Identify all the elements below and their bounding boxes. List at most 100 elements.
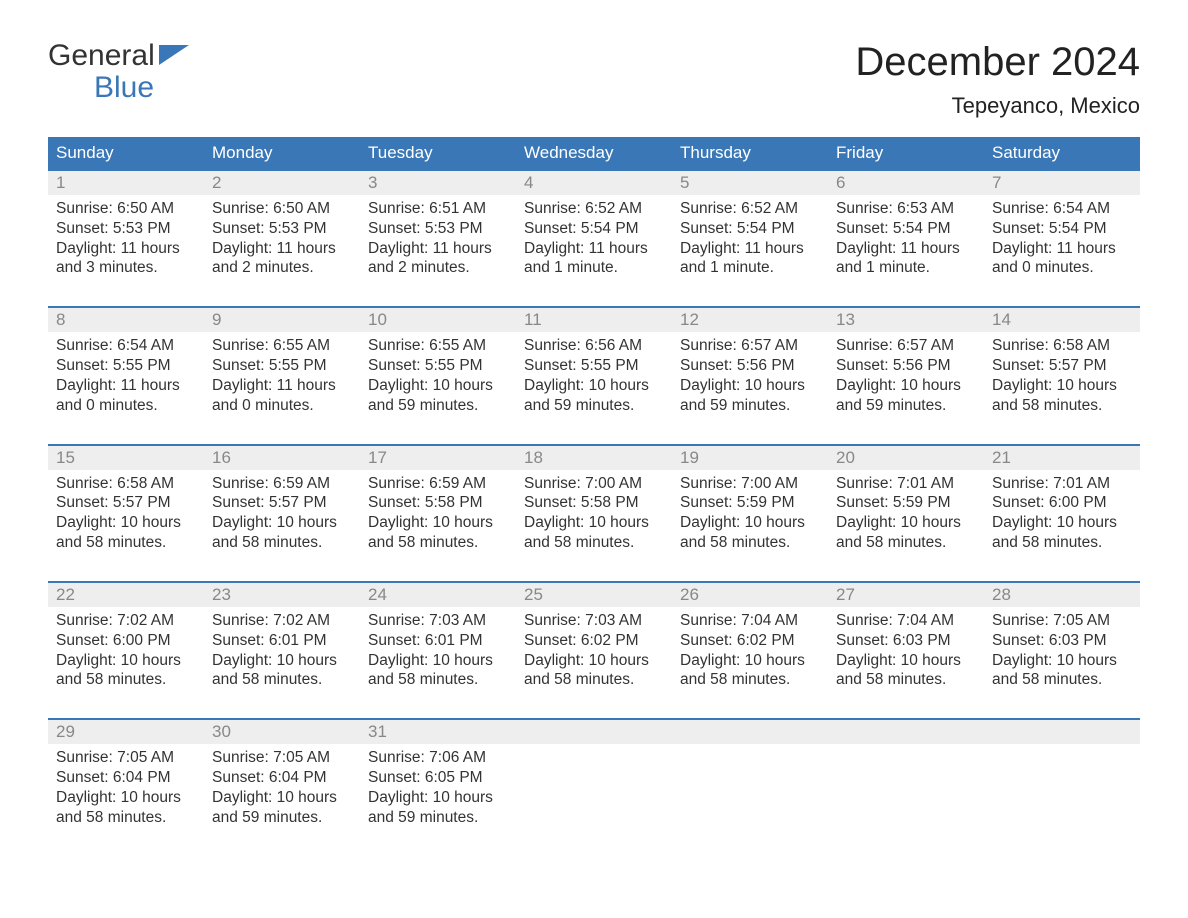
daylight-line-2: and 58 minutes. [368, 533, 508, 553]
daylight-line-1: Daylight: 10 hours [56, 651, 196, 671]
sunrise-line: Sunrise: 6:57 AM [680, 336, 820, 356]
sunset-line: Sunset: 5:57 PM [56, 493, 196, 513]
day-cell: Sunrise: 7:06 AMSunset: 6:05 PMDaylight:… [360, 744, 516, 837]
daylight-line-1: Daylight: 10 hours [836, 651, 976, 671]
day-number: 28 [984, 583, 1140, 607]
weekday-header: Monday [204, 137, 360, 169]
sunset-line: Sunset: 5:53 PM [212, 219, 352, 239]
day-number: 23 [204, 583, 360, 607]
sunset-line: Sunset: 5:56 PM [680, 356, 820, 376]
day-number: 10 [360, 308, 516, 332]
sunset-line: Sunset: 5:59 PM [680, 493, 820, 513]
daylight-line-1: Daylight: 11 hours [680, 239, 820, 259]
day-number: 9 [204, 308, 360, 332]
day-cell: Sunrise: 6:57 AMSunset: 5:56 PMDaylight:… [828, 332, 984, 425]
daylight-line-2: and 59 minutes. [836, 396, 976, 416]
day-cell: Sunrise: 6:56 AMSunset: 5:55 PMDaylight:… [516, 332, 672, 425]
daylight-line-2: and 1 minute. [680, 258, 820, 278]
daylight-line-2: and 2 minutes. [368, 258, 508, 278]
day-number: 4 [516, 171, 672, 195]
day-cell: Sunrise: 6:51 AMSunset: 5:53 PMDaylight:… [360, 195, 516, 288]
sunrise-line: Sunrise: 7:04 AM [836, 611, 976, 631]
day-number: 16 [204, 446, 360, 470]
daylight-line-1: Daylight: 11 hours [524, 239, 664, 259]
month-title: December 2024 [855, 40, 1140, 85]
daylight-line-1: Daylight: 10 hours [368, 376, 508, 396]
day-number [828, 720, 984, 744]
day-number [516, 720, 672, 744]
sunrise-line: Sunrise: 7:02 AM [212, 611, 352, 631]
sunrise-line: Sunrise: 7:05 AM [56, 748, 196, 768]
daylight-line-1: Daylight: 10 hours [524, 651, 664, 671]
day-cell [828, 744, 984, 837]
sunset-line: Sunset: 5:53 PM [56, 219, 196, 239]
day-number: 7 [984, 171, 1140, 195]
logo-flag-icon [159, 40, 189, 72]
sunrise-line: Sunrise: 6:54 AM [56, 336, 196, 356]
daylight-line-1: Daylight: 10 hours [680, 651, 820, 671]
day-cell: Sunrise: 7:03 AMSunset: 6:02 PMDaylight:… [516, 607, 672, 700]
daylight-line-1: Daylight: 10 hours [680, 376, 820, 396]
daylight-line-1: Daylight: 11 hours [212, 239, 352, 259]
daylight-line-2: and 58 minutes. [368, 670, 508, 690]
daylight-line-2: and 59 minutes. [524, 396, 664, 416]
sunrise-line: Sunrise: 7:05 AM [992, 611, 1132, 631]
day-number: 27 [828, 583, 984, 607]
day-cell: Sunrise: 7:02 AMSunset: 6:00 PMDaylight:… [48, 607, 204, 700]
sunrise-line: Sunrise: 6:50 AM [212, 199, 352, 219]
daylight-line-1: Daylight: 11 hours [56, 376, 196, 396]
sunrise-line: Sunrise: 6:50 AM [56, 199, 196, 219]
day-cell: Sunrise: 7:04 AMSunset: 6:03 PMDaylight:… [828, 607, 984, 700]
week-row: 15161718192021Sunrise: 6:58 AMSunset: 5:… [48, 444, 1140, 563]
daylight-line-2: and 59 minutes. [680, 396, 820, 416]
day-number: 11 [516, 308, 672, 332]
daylight-line-1: Daylight: 10 hours [56, 513, 196, 533]
day-number: 6 [828, 171, 984, 195]
daylight-line-2: and 58 minutes. [524, 533, 664, 553]
daylight-line-2: and 0 minutes. [56, 396, 196, 416]
sunrise-line: Sunrise: 6:51 AM [368, 199, 508, 219]
daylight-line-1: Daylight: 10 hours [992, 513, 1132, 533]
weekday-header: Saturday [984, 137, 1140, 169]
sunrise-line: Sunrise: 6:56 AM [524, 336, 664, 356]
sunrise-line: Sunrise: 7:00 AM [524, 474, 664, 494]
sunrise-line: Sunrise: 7:06 AM [368, 748, 508, 768]
daylight-line-2: and 2 minutes. [212, 258, 352, 278]
day-number: 12 [672, 308, 828, 332]
daylight-line-1: Daylight: 10 hours [836, 513, 976, 533]
daylight-line-1: Daylight: 10 hours [680, 513, 820, 533]
daylight-line-1: Daylight: 10 hours [56, 788, 196, 808]
daylight-line-2: and 58 minutes. [56, 533, 196, 553]
sunrise-line: Sunrise: 6:57 AM [836, 336, 976, 356]
daylight-line-2: and 58 minutes. [836, 670, 976, 690]
daylight-line-1: Daylight: 10 hours [368, 513, 508, 533]
daylight-line-1: Daylight: 10 hours [212, 788, 352, 808]
sunset-line: Sunset: 6:01 PM [212, 631, 352, 651]
daylight-line-2: and 58 minutes. [56, 808, 196, 828]
day-cell: Sunrise: 7:01 AMSunset: 5:59 PMDaylight:… [828, 470, 984, 563]
sunset-line: Sunset: 6:02 PM [524, 631, 664, 651]
day-number: 25 [516, 583, 672, 607]
daylight-line-2: and 58 minutes. [992, 533, 1132, 553]
logo: General Blue [48, 40, 189, 103]
daylight-line-2: and 59 minutes. [368, 396, 508, 416]
logo-text-top: General [48, 40, 155, 72]
day-number: 20 [828, 446, 984, 470]
daylight-line-1: Daylight: 11 hours [368, 239, 508, 259]
sunrise-line: Sunrise: 7:03 AM [368, 611, 508, 631]
day-number: 8 [48, 308, 204, 332]
daylight-line-2: and 58 minutes. [524, 670, 664, 690]
daynum-bar: 15161718192021 [48, 446, 1140, 470]
daylight-line-1: Daylight: 11 hours [212, 376, 352, 396]
daylight-line-1: Daylight: 10 hours [524, 376, 664, 396]
sunset-line: Sunset: 5:59 PM [836, 493, 976, 513]
daylight-line-2: and 59 minutes. [368, 808, 508, 828]
daylight-line-2: and 0 minutes. [992, 258, 1132, 278]
day-cell: Sunrise: 6:55 AMSunset: 5:55 PMDaylight:… [204, 332, 360, 425]
sunset-line: Sunset: 6:03 PM [992, 631, 1132, 651]
daylight-line-2: and 3 minutes. [56, 258, 196, 278]
weekday-header: Tuesday [360, 137, 516, 169]
sunset-line: Sunset: 5:55 PM [524, 356, 664, 376]
daylight-line-2: and 58 minutes. [212, 533, 352, 553]
sunset-line: Sunset: 5:57 PM [212, 493, 352, 513]
